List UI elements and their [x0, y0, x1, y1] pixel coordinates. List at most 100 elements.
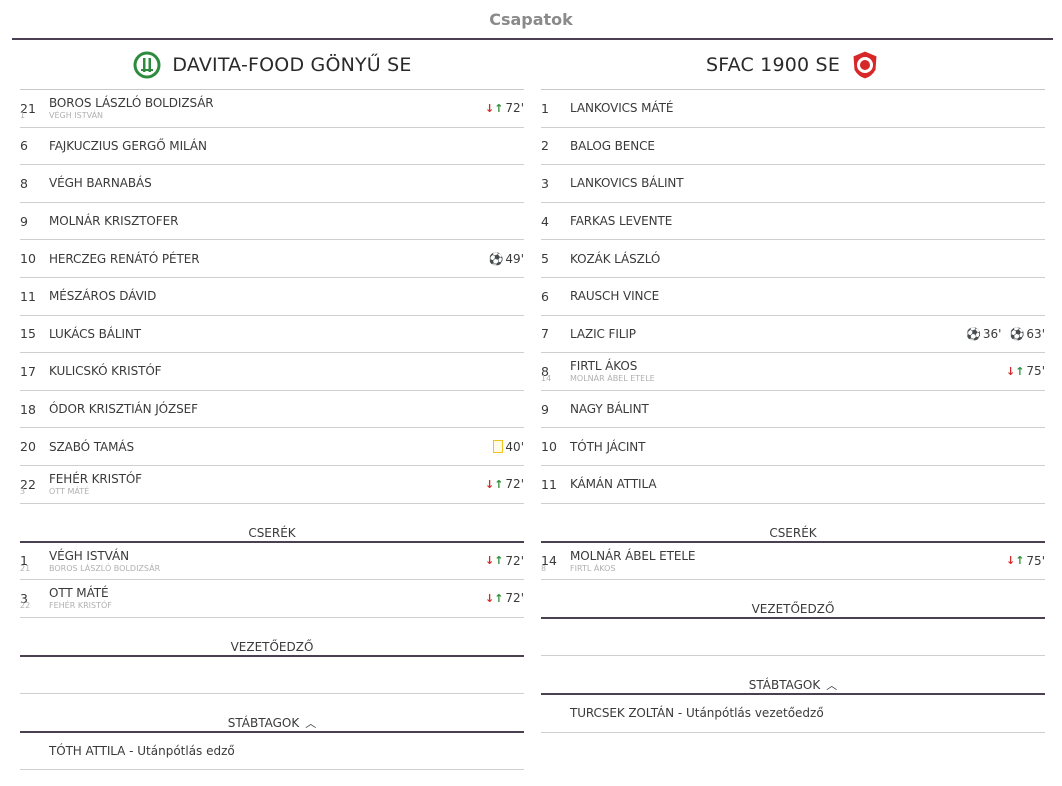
player-row[interactable]: 2 BALOG BENCE: [541, 128, 1045, 166]
chevron-up-icon[interactable]: ︿: [826, 679, 838, 693]
player-name[interactable]: FAJKUCZIUS GERGŐ MILÁN: [49, 138, 207, 153]
sub-event: ↓ ↑ 72': [485, 591, 524, 605]
player-name[interactable]: NAGY BÁLINT: [570, 402, 649, 417]
event-minute: 36': [982, 326, 1002, 341]
player-name-block: VÉGH ISTVÁN 21 BOROS LÁSZLÓ BOLDIZSÁR: [20, 548, 485, 573]
player-name-block: MOLNÁR ÁBEL ETELE 8 FIRTL ÁKOS: [541, 548, 1006, 573]
player-name-block: KÁMÁN ATTILA: [570, 477, 1045, 491]
event-minute: 75': [1026, 553, 1045, 568]
player-name[interactable]: VÉGH BARNABÁS: [49, 176, 152, 191]
player-row[interactable]: 6 RAUSCH VINCE: [541, 278, 1045, 316]
player-row[interactable]: 7 LAZIC FILIP ⚽ 36' ⚽ 63': [541, 316, 1045, 354]
chevron-up-icon[interactable]: ︿: [305, 716, 317, 730]
player-name[interactable]: OTT MÁTÉ: [49, 586, 109, 601]
event-minute: 72': [505, 591, 524, 606]
player-name[interactable]: RAUSCH VINCE: [570, 289, 660, 304]
page-title: Csapatok: [489, 10, 573, 29]
goal-event: ⚽ 36': [966, 327, 1002, 341]
away-team-name[interactable]: SFAC 1900 SE: [705, 54, 841, 76]
player-row[interactable]: 6 FAJKUCZIUS GERGŐ MILÁN: [20, 128, 524, 166]
player-name[interactable]: ÓDOR KRISZTIÁN JÓZSEF: [49, 402, 198, 417]
away-crest-icon: [852, 50, 878, 80]
sub-shirt-number: 22: [20, 601, 31, 611]
player-name[interactable]: MOLNÁR KRISZTOFER: [49, 214, 179, 229]
home-staff-header[interactable]: STÁBTAGOK ︿: [20, 715, 524, 733]
player-row[interactable]: 1 LANKOVICS MÁTÉ: [541, 90, 1045, 128]
player-row[interactable]: 11 MÉSZÁROS DÁVID: [20, 278, 524, 316]
player-row[interactable]: 9 MOLNÁR KRISZTOFER: [20, 203, 524, 241]
goal-event: ⚽ 63': [1009, 327, 1045, 341]
sub-event: ↓ ↑ 72': [485, 477, 524, 491]
staff-name: TÓTH ATTILA: [49, 744, 126, 759]
player-row[interactable]: 14 MOLNÁR ÁBEL ETELE 8 FIRTL ÁKOS ↓ ↑ 75': [541, 543, 1045, 581]
staff-entry: TURCSEK ZOLTÁN - Utánpótlás vezetőedző: [570, 706, 1045, 720]
shirt-number: 7: [541, 326, 549, 342]
player-name[interactable]: MOLNÁR ÁBEL ETELE: [570, 548, 696, 563]
substitution-icon: ↓ ↑: [485, 103, 503, 114]
shirt-number: 3: [541, 175, 549, 191]
home-crest-icon: [132, 50, 162, 80]
player-name[interactable]: VÉGH ISTVÁN: [49, 548, 129, 563]
player-row[interactable]: 15 LUKÁCS BÁLINT: [20, 316, 524, 354]
player-row[interactable]: 21 BOROS LÁSZLÓ BOLDIZSÁR 1 VÉGH ISTVÁN ↓ ↑ 72…: [20, 90, 524, 128]
staff-role: Utánpótlás edző: [137, 744, 235, 759]
substitution-icon: ↓ ↑: [485, 555, 503, 566]
player-row[interactable]: 3 LANKOVICS BÁLINT: [541, 165, 1045, 203]
player-name[interactable]: MÉSZÁROS DÁVID: [49, 289, 157, 304]
player-row[interactable]: 20 SZABÓ TAMÁS 40': [20, 428, 524, 466]
player-row[interactable]: 11 KÁMÁN ATTILA: [541, 466, 1045, 504]
player-row[interactable]: 4 FARKAS LEVENTE: [541, 203, 1045, 241]
player-name[interactable]: HERCZEG RENÁTÓ PÉTER: [49, 251, 200, 266]
player-events: 40': [493, 440, 524, 454]
player-row[interactable]: 8 FIRTL ÁKOS 14 MOLNÁR ÁBEL ETELE ↓ ↑ 75': [541, 353, 1045, 391]
player-row[interactable]: 22 FEHÉR KRISTÓF 3 OTT MÁTÉ ↓ ↑ 72': [20, 466, 524, 504]
staff-entry: TÓTH ATTILA - Utánpótlás edző: [49, 744, 524, 758]
shirt-number: 10: [20, 251, 36, 267]
player-row[interactable]: 1 VÉGH ISTVÁN 21 BOROS LÁSZLÓ BOLDIZSÁR ↓ ↑ 72…: [20, 543, 524, 581]
player-name[interactable]: KULICSKÓ KRISTÓF: [49, 364, 162, 379]
shirt-number: 11: [20, 288, 36, 304]
player-name[interactable]: SZABÓ TAMÁS: [49, 439, 135, 454]
sub-player-name: FIRTL ÁKOS: [570, 563, 616, 573]
substitution-line: 3 OTT MÁTÉ: [20, 487, 485, 496]
arrow-down-icon: ↓: [484, 477, 495, 491]
arrow-down-icon: ↓: [484, 101, 495, 115]
goal-event: ⚽ 49': [488, 252, 524, 266]
player-row[interactable]: 3 OTT MÁTÉ 22 FEHÉR KRISTÓF ↓ ↑ 72': [20, 580, 524, 618]
substitution-line: 21 BOROS LÁSZLÓ BOLDIZSÁR: [20, 564, 485, 573]
player-name[interactable]: LAZIC FILIP: [570, 326, 636, 341]
away-team-header: SFAC 1900 SE: [541, 41, 1045, 90]
player-name-block: BOROS LÁSZLÓ BOLDIZSÁR 1 VÉGH ISTVÁN: [20, 96, 485, 120]
player-row[interactable]: 10 TÓTH JÁCINT: [541, 428, 1045, 466]
home-subs-header: CSERÉK: [20, 525, 524, 543]
player-name[interactable]: FARKAS LEVENTE: [570, 214, 673, 229]
player-row[interactable]: 8 VÉGH BARNABÁS: [20, 165, 524, 203]
player-row[interactable]: 10 HERCZEG RENÁTÓ PÉTER ⚽ 49': [20, 240, 524, 278]
player-events: ⚽ 36' ⚽ 63': [966, 327, 1045, 341]
player-name-block: LAZIC FILIP: [570, 327, 966, 341]
sub-player-name: FEHÉR KRISTÓF: [49, 601, 112, 611]
player-row[interactable]: 9 NAGY BÁLINT: [541, 391, 1045, 429]
player-row[interactable]: 18 ÓDOR KRISZTIÁN JÓZSEF: [20, 391, 524, 429]
away-coach-row: [541, 619, 1045, 657]
substitution-line: 14 MOLNÁR ÁBEL ETELE: [541, 374, 1006, 383]
player-name[interactable]: BALOG BENCE: [570, 138, 655, 153]
home-team-name[interactable]: DAVITA-FOOD GÖNYŰ SE: [172, 54, 412, 76]
player-row[interactable]: 5 KOZÁK LÁSZLÓ: [541, 240, 1045, 278]
player-name[interactable]: FEHÉR KRISTÓF: [49, 472, 142, 487]
player-name[interactable]: FIRTL ÁKOS: [570, 359, 638, 374]
player-name[interactable]: KÁMÁN ATTILA: [570, 477, 657, 492]
player-name-block: MÉSZÁROS DÁVID: [49, 289, 524, 303]
player-name[interactable]: LANKOVICS BÁLINT: [570, 176, 684, 191]
event-minute: 40': [505, 439, 524, 454]
player-name[interactable]: LANKOVICS MÁTÉ: [570, 101, 674, 116]
away-staff-header[interactable]: STÁBTAGOK ︿: [541, 677, 1045, 696]
sub-event: ↓ ↑ 72': [485, 101, 524, 115]
player-name[interactable]: TÓTH JÁCINT: [570, 439, 646, 454]
player-name-block: RAUSCH VINCE: [570, 289, 1045, 303]
player-name[interactable]: LUKÁCS BÁLINT: [49, 326, 142, 341]
player-events: ⚽ 49': [488, 252, 524, 266]
player-name[interactable]: KOZÁK LÁSZLÓ: [570, 251, 661, 266]
player-name[interactable]: BOROS LÁSZLÓ BOLDIZSÁR: [49, 96, 214, 111]
player-row[interactable]: 17 KULICSKÓ KRISTÓF: [20, 353, 524, 391]
